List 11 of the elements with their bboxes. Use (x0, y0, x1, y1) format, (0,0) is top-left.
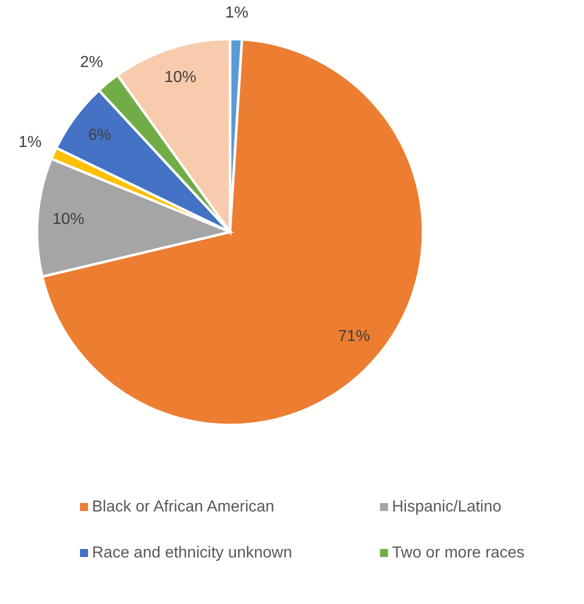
data-label: 6% (88, 126, 112, 144)
legend-label: Black or African American (92, 498, 274, 516)
legend-label: Race and ethnicity unknown (92, 544, 292, 562)
legend-label: Two or more races (392, 544, 524, 562)
data-label: 2% (80, 54, 104, 71)
data-label: 10% (52, 210, 84, 228)
legend-label: Hispanic/Latino (392, 498, 502, 516)
data-label: 71% (338, 328, 370, 345)
data-label: 1% (18, 134, 42, 152)
data-label: 10% (164, 69, 196, 86)
data-label: 1% (225, 4, 248, 22)
